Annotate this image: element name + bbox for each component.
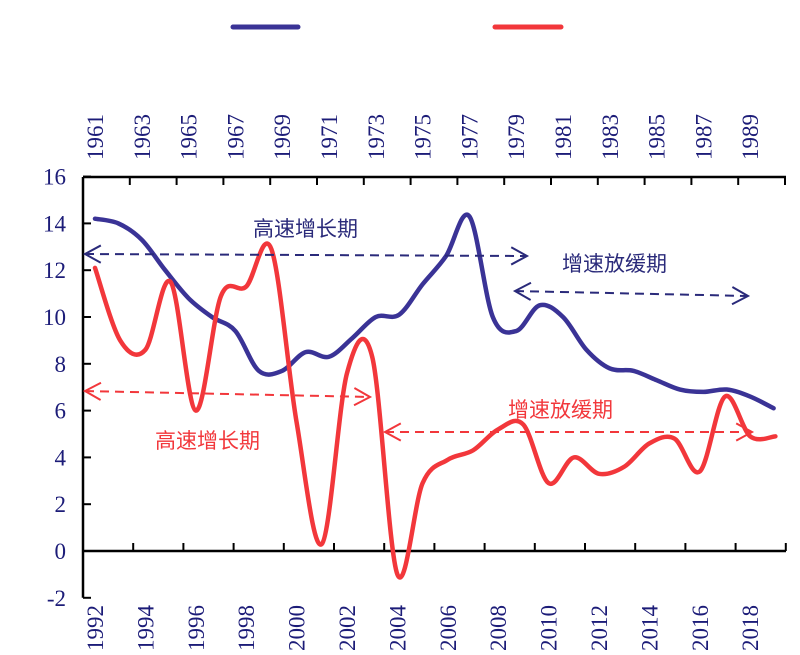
y-tick-label: 14	[43, 211, 67, 236]
top-axis-tick-label: 1985	[645, 114, 670, 160]
top-axis-tick-label: 1973	[364, 114, 389, 160]
y-tick-label: 8	[55, 352, 67, 377]
bottom-axis-tick-label: 2000	[285, 605, 310, 651]
top-axis-tick-label: 1965	[177, 114, 202, 160]
annotation-label: 高速增长期	[155, 429, 260, 453]
y-tick-label: 6	[55, 399, 67, 424]
bottom-axis-tick-label: 1994	[133, 605, 158, 652]
dashed-arrow-line	[84, 253, 528, 257]
top-axis-tick-label: 1977	[457, 114, 482, 160]
top-axis-tick-label: 1961	[83, 114, 108, 160]
series-1-line	[92, 212, 776, 411]
bottom-axis-tick-label: 2004	[385, 605, 410, 652]
annotation-label: 增速放缓期	[508, 398, 613, 422]
annotation-arrow-blue-slowdown	[512, 281, 751, 306]
top-axis-tick-label: 1989	[738, 114, 763, 160]
arrowhead-icon	[382, 422, 402, 442]
top-axis-tick-label: 1969	[270, 114, 295, 160]
annotation-label: 增速放缓期	[562, 252, 667, 276]
arrowhead-icon	[510, 246, 530, 266]
bottom-axis-tick-label: 2002	[335, 605, 360, 651]
bottom-axis-tick-label: 1998	[234, 605, 259, 651]
y-tick-label: 2	[55, 492, 67, 517]
bottom-axis-tick-label: 2008	[486, 605, 511, 651]
bottom-axis-tick-label: 2018	[738, 605, 763, 651]
top-axis-tick-label: 1981	[551, 114, 576, 160]
bottom-axis-tick-label: 1992	[83, 605, 108, 651]
bottom-axis-tick-label: 2006	[436, 605, 461, 651]
y-tick-label: 10	[43, 305, 66, 330]
bottom-axis-tick-label: 2014	[637, 605, 662, 652]
annotation-arrow-blue-high-growth	[82, 244, 530, 266]
dashed-arrow-line	[514, 290, 749, 297]
bottom-axis-tick-label: 2012	[587, 605, 612, 651]
annotation-arrow-red-high-growth	[82, 381, 373, 407]
top-axis-tick-label: 1987	[691, 114, 716, 160]
bottom-axis-tick-label: 1996	[184, 605, 209, 651]
annotation-arrow-red-slowdown	[382, 422, 755, 442]
arrowhead-icon	[353, 387, 373, 407]
top-axis-tick-label: 1983	[598, 114, 623, 160]
y-tick-label: 16	[43, 165, 66, 190]
top-axis-tick-label: 1975	[411, 114, 436, 160]
arrowhead-icon	[735, 422, 755, 442]
arrowhead-icon	[731, 286, 751, 306]
arrowhead-icon	[82, 381, 102, 401]
top-axis-tick-label: 1967	[223, 114, 248, 160]
bottom-axis-tick-label: 2010	[537, 605, 562, 651]
dashed-arrow-line	[84, 390, 371, 398]
annotation-label: 高速增长期	[253, 217, 358, 241]
bottom-axis-tick-label: 2016	[688, 605, 713, 651]
y-tick-label: 4	[55, 445, 67, 470]
top-axis-tick-label: 1963	[130, 114, 155, 160]
arrowhead-icon	[512, 281, 532, 301]
y-tick-label: 0	[55, 539, 67, 564]
top-axis-tick-label: 1971	[317, 114, 342, 160]
y-tick-label: 12	[43, 258, 66, 283]
y-tick-label: -2	[47, 586, 66, 611]
arrowhead-icon	[82, 244, 102, 264]
top-axis-tick-label: 1979	[504, 114, 529, 160]
